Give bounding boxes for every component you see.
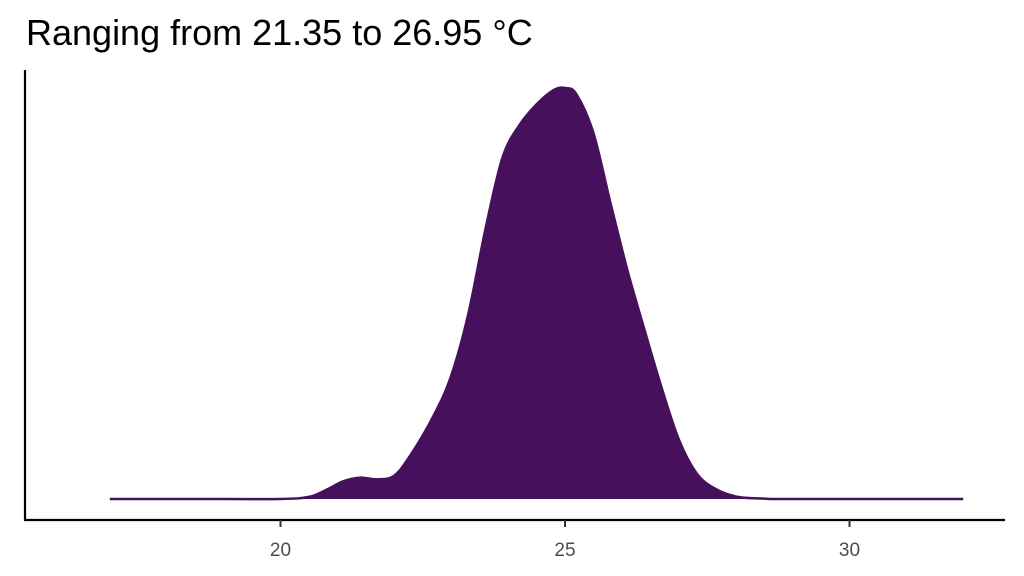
x-tick-label: 25 bbox=[554, 540, 575, 561]
x-tick-label: 30 bbox=[839, 540, 860, 561]
x-axis-ticks: 20 25 30 bbox=[270, 520, 860, 561]
density-line bbox=[109, 86, 964, 501]
chart-title: Ranging from 21.35 to 26.95 °C bbox=[26, 12, 533, 53]
density-area bbox=[109, 87, 964, 500]
x-tick-label: 20 bbox=[270, 540, 291, 561]
plot-marks bbox=[109, 86, 964, 501]
